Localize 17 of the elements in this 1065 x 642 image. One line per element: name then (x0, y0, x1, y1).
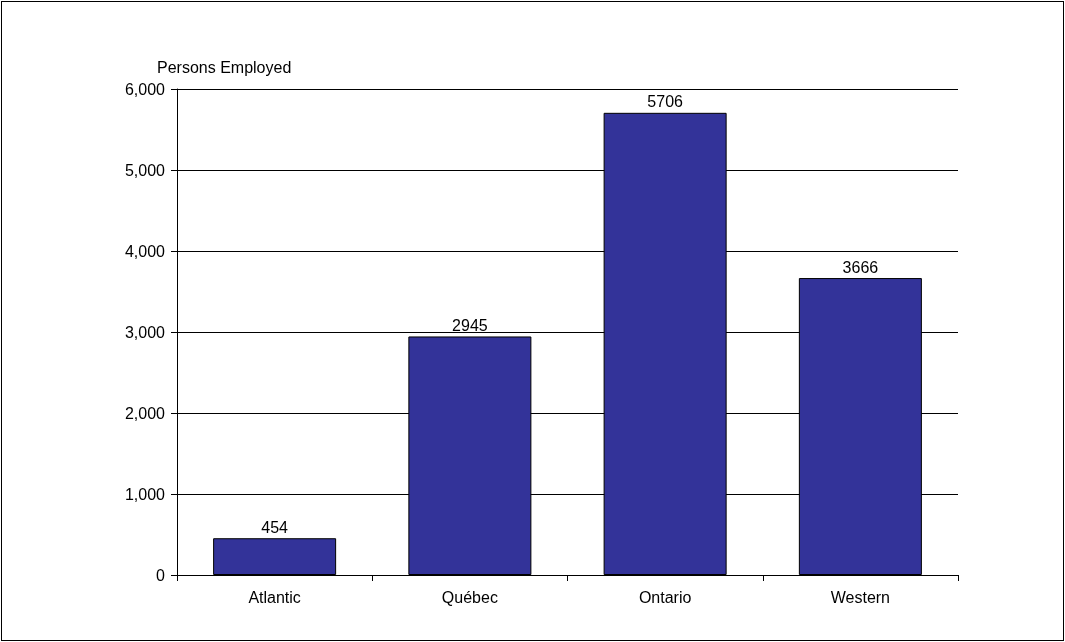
y-tick-label: 0 (156, 566, 166, 584)
y-tick-label: 5,000 (124, 161, 166, 179)
data-label: 5706 (647, 93, 684, 111)
y-tick-label: 4,000 (124, 242, 166, 260)
bar (213, 538, 337, 575)
y-tick-label: 1,000 (124, 485, 166, 503)
y-tick-label: 2,000 (124, 404, 166, 422)
data-label: 3666 (842, 258, 879, 276)
y-axis-title: Persons Employed (157, 58, 292, 76)
y-tick-label: 6,000 (124, 80, 166, 98)
data-label: 454 (261, 518, 289, 536)
data-label: 2945 (452, 316, 488, 334)
x-tick-label: Ontario (638, 588, 692, 606)
y-tick-label: 3,000 (124, 323, 166, 341)
x-tick-label: Québec (441, 588, 498, 606)
x-tick-label: Western (830, 588, 891, 606)
x-tick-label: Atlantic (248, 588, 301, 606)
